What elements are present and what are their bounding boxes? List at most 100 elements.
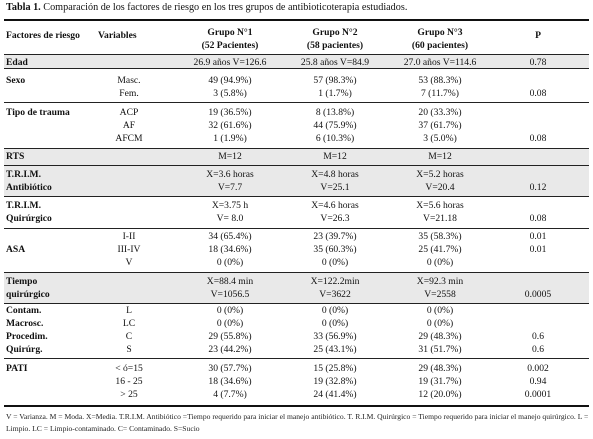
row-group-3-value: 53 (88.3%)	[418, 75, 462, 86]
table-rule	[4, 272, 589, 273]
row-factor: ASA	[6, 244, 26, 255]
table-row: Edad 26.9 años V=126.6 25.8 años V=84.9 27.…	[4, 58, 589, 70]
row-p-value: 0.6	[532, 331, 544, 342]
row-group-1-value: 49 (94.9%)	[208, 75, 252, 86]
table-rule	[4, 303, 589, 304]
header-group-2: Grupo N°2	[312, 27, 358, 38]
row-group-3-value: 20 (33.3%)	[418, 107, 462, 118]
row-p-value: 0.78	[529, 57, 547, 68]
row-factor: quirúrgico	[6, 289, 50, 300]
row-variable: Fem.	[119, 88, 139, 99]
row-variable: AF	[122, 120, 136, 131]
row-group-1-value: M=12	[218, 151, 242, 162]
row-group-3-value: V=2558	[424, 289, 456, 300]
table-row: > 25 4 (7.7%) 24 (41.4%) 12 (20.0%) 0.0001	[4, 390, 589, 402]
row-group-3-value: 7 (11.7%)	[420, 88, 459, 99]
table-rule	[4, 196, 589, 197]
row-group-3-value: 0 (0%)	[426, 257, 454, 268]
row-group-3-value: 29 (48.3%)	[418, 331, 462, 342]
header-group-1: Grupo N°1	[207, 27, 253, 38]
row-group-2-value: 19 (32.8%)	[313, 376, 357, 387]
table-row: RTS M=12 M=12 M=12	[4, 152, 589, 164]
row-group-1-value: 0 (0%)	[216, 257, 244, 268]
row-group-1-value: 4 (7.7%)	[213, 389, 247, 400]
row-p-value: 0.08	[529, 88, 547, 99]
row-group-1-value: 1 (1.9%)	[213, 133, 247, 144]
row-group-2-value: 35 (60.3%)	[313, 244, 357, 255]
row-variable: > 25	[120, 389, 138, 400]
row-group-2-value: V=26.3	[320, 213, 350, 224]
row-p-value: 0.12	[529, 182, 547, 193]
row-group-1-value: 30 (57.7%)	[208, 363, 252, 374]
row-group-3-value: 29 (48.3%)	[418, 363, 462, 374]
row-variable: I-II	[122, 231, 136, 242]
row-group-3-value: 19 (31.7%)	[418, 376, 462, 387]
row-group-1-value: 34 (65.4%)	[208, 231, 252, 242]
row-factor: Antibiótico	[6, 182, 52, 193]
row-group-3-value: X=5.2 horas	[416, 169, 464, 180]
row-group-1-value: 32 (61.6%)	[208, 120, 252, 131]
row-group-3-value: 35 (58.3%)	[418, 231, 462, 242]
header-variable: Variables	[98, 30, 137, 41]
row-group-3-value: 37 (61.7%)	[418, 120, 462, 131]
row-p-value: 0.01	[529, 231, 547, 242]
row-factor: Quirúrgico	[6, 213, 52, 224]
table-rule	[4, 68, 589, 69]
row-factor: Contam.	[6, 305, 42, 316]
row-factor: PATI	[6, 363, 28, 374]
table-row: Antibiótico V=7.7 V=25.1 V=20.4 0.12	[4, 183, 589, 195]
table-rule	[4, 405, 589, 407]
table-row: Sexo Masc. 49 (94.9%) 57 (98.3%) 53 (88.3%)	[4, 76, 589, 88]
table-row: T.R.I.M. X=3.75 h X=4.6 horas X=5.6 horas	[4, 201, 589, 213]
table-row: V 0 (0%) 0 (0%) 0 (0%)	[4, 258, 589, 270]
row-group-2-value: 44 (75.9%)	[313, 120, 357, 131]
header-group-2-count: (58 pacientes)	[306, 40, 364, 51]
table-row: AF 32 (61.6%) 44 (75.9%) 37 (61.7%)	[4, 121, 589, 133]
table-rule	[4, 148, 589, 149]
row-group-1-value: 0 (0%)	[216, 305, 244, 316]
row-group-3-value: M=12	[428, 151, 452, 162]
row-variable: V	[125, 257, 133, 268]
row-p-value: 0.0001	[524, 389, 552, 400]
row-variable: LC	[122, 318, 136, 329]
row-group-2-value: X=4.6 horas	[311, 200, 359, 211]
row-factor: Quirúrg.	[6, 344, 43, 355]
table-row: 16 - 25 18 (34.6%) 19 (32.8%) 19 (31.7%) 0.9…	[4, 377, 589, 389]
row-variable: AFCM	[115, 133, 143, 144]
row-shading-band	[4, 54, 589, 68]
table-row: PATI < ó=15 30 (57.7%) 15 (25.8%) 29 (48.3%)…	[4, 364, 589, 376]
row-group-1-value: 18 (34.6%)	[208, 244, 252, 255]
row-group-3-value: V=21.18	[423, 213, 457, 224]
row-group-3-value: 12 (20.0%)	[418, 389, 462, 400]
row-variable: L	[126, 305, 132, 316]
row-group-3-value: X=92.3 min	[416, 276, 464, 287]
row-shading-band	[4, 272, 589, 303]
row-variable: 16 - 25	[115, 376, 143, 387]
row-group-1-value: V=7.7	[217, 182, 243, 193]
row-group-2-value: 25 (43.1%)	[313, 344, 357, 355]
table-row: T.R.I.M. X=3.6 horas X=4.8 horas X=5.2 hora…	[4, 170, 589, 182]
table-row: I-II 34 (65.4%) 23 (39.7%) 35 (58.3%) 0.01	[4, 232, 589, 244]
row-group-3-value: 3 (5.0%)	[423, 133, 457, 144]
row-group-1-value: V=1056.5	[210, 289, 250, 300]
row-group-3-value: X=5.6 horas	[416, 200, 464, 211]
header-group-3: Grupo N°3	[417, 27, 463, 38]
row-group-2-value: 57 (98.3%)	[313, 75, 357, 86]
row-group-1-value: 29 (55.8%)	[208, 331, 252, 342]
row-p-value: 0.01	[529, 244, 547, 255]
row-factor: Macrosc.	[6, 318, 44, 329]
row-group-2-value: 25.8 años V=84.9	[300, 57, 370, 68]
row-p-value: 0.08	[529, 133, 547, 144]
row-group-2-value: M=12	[323, 151, 347, 162]
row-group-2-value: 6 (10.3%)	[315, 133, 355, 144]
row-group-2-value: 23 (39.7%)	[313, 231, 357, 242]
table-rule	[4, 358, 589, 359]
row-factor: Tiempo	[6, 276, 38, 287]
table-row: Fem. 3 (5.8%) 1 (1.7%) 7 (11.7%) 0.08	[4, 89, 589, 101]
row-p-value: 0.0005	[524, 289, 552, 300]
row-group-3-value: 31 (51.7%)	[418, 344, 462, 355]
row-group-1-value: X=3.75 h	[211, 200, 249, 211]
row-group-3-value: 27.0 años V=114.6	[403, 57, 477, 68]
table-row: quirúrgico V=1056.5 V=3622 V=2558 0.0005	[4, 290, 589, 302]
row-group-1-value: 18 (34.6%)	[208, 376, 252, 387]
